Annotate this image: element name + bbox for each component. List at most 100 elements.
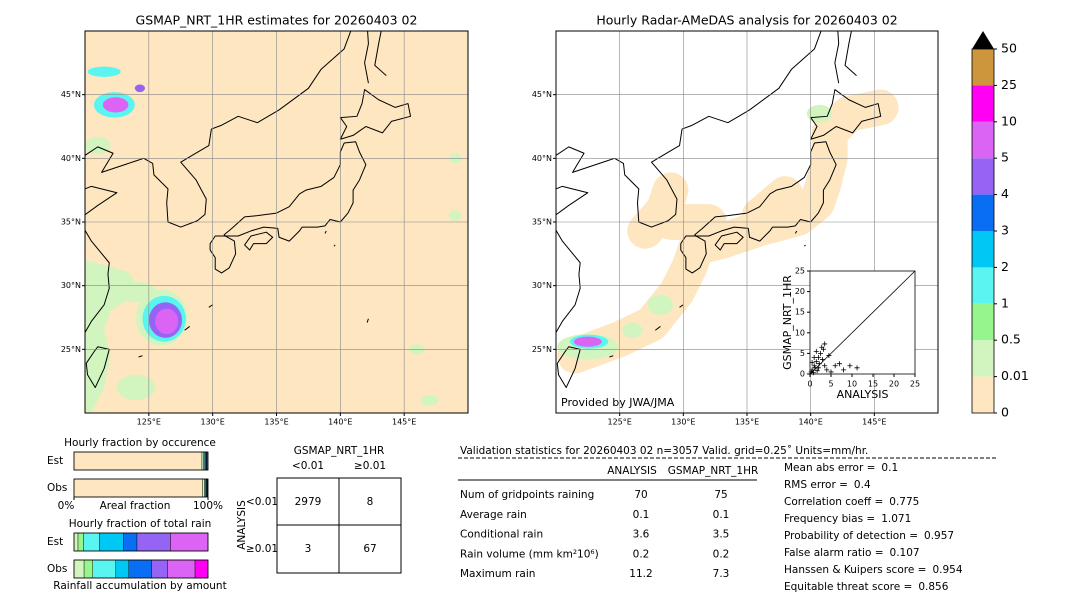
stat-value: 0.2 [633,548,650,560]
scatter-point [836,361,842,367]
y-axis-label: GSMAP_NRT_1HR [781,275,794,370]
x-tick-label: 20 [889,380,899,389]
scatter-point [820,357,826,363]
column-label: ≥0.01 [354,460,386,472]
stat-value: 0.2 [713,548,730,560]
precip [85,25,462,413]
stat-label: Rain volume (mm km²10⁶) [460,548,599,560]
stat-label: Maximum rain [460,568,535,580]
score-label: Probability of detection = [784,530,918,542]
x-tick-label: 145°E [862,418,886,427]
scatter-point [854,365,860,371]
bar-segment [170,532,209,552]
y-tick-label: 40°N [532,154,552,163]
stat-value: 0.1 [713,509,730,521]
bar-segment [83,532,100,552]
colorbar-label: 4 [1001,186,1009,201]
x-tick-label: 130°E [201,418,225,427]
scatter-point [847,363,853,369]
scatter-point [832,363,838,369]
bar-segment [92,559,116,579]
bar-segment [73,559,85,579]
table-cell: 8 [367,496,374,508]
scatter-point [813,348,819,354]
scatter-point [824,367,830,373]
x-tick-label: 10 [847,380,857,389]
precip [486,25,899,388]
scatter-point [809,367,815,373]
colorbar-label: 3 [1001,223,1009,238]
scatter-point [815,355,821,361]
score-value: 0.856 [918,581,948,593]
x-tick-label: 135°E [264,418,288,427]
stats-header: Validation statistics for 20260403 02 n=… [460,445,868,457]
bar-segment [115,559,129,579]
left-map: 125°E 130°E 135°E 140°E 145°E 25°N 30°N 35°N 40°… [61,13,469,427]
row-label: Obs [47,482,67,494]
y-tick-label: 45°N [61,90,81,99]
colorbar-segment [972,267,994,304]
y-tick-label: 25°N [532,345,552,354]
score: Equitable threat score = 0.856 [784,581,949,593]
x-tick-label: 5 [828,380,833,389]
score-label: Mean abs error = [784,462,875,474]
column-label: <0.01 [292,460,324,472]
stat-value: 3.6 [633,529,650,541]
score: Frequency bias = 1.071 [784,513,911,525]
bar-segment [123,532,138,552]
colorbar-segment [972,121,994,159]
panel-title: Hourly fraction of total rain [69,518,212,530]
colorbar-segment [972,231,994,268]
colorbar-segment [972,85,994,122]
colorbar-segment [972,49,994,86]
bar-segment [73,532,79,552]
row-label: <0.01 [246,496,278,508]
score: Mean abs error = 0.1 [784,462,898,474]
scatter-point [810,370,816,376]
bar-segment [73,478,203,498]
score-value: 1.071 [881,513,911,525]
x-tick-label: 125°E [608,418,632,427]
y-tick-label: 35°N [61,218,81,227]
colorbar-label: 50 [1001,41,1017,56]
colorbar-label: 5 [1001,150,1009,165]
score-label: Hanssen & Kuipers score = [784,564,926,576]
table-cell: 2979 [295,496,322,508]
y-tick-label: 25 [795,267,805,276]
scatter-point [814,368,820,374]
bar-segment [99,532,124,552]
score-value: 0.775 [889,496,919,508]
bar-segment [201,451,204,471]
x-tick-label: 125°E [137,418,161,427]
bar-frame [73,451,209,471]
score-label: Equitable threat score = [784,581,912,593]
score-value: 0.1 [881,462,898,474]
scatter-point [813,359,819,365]
colorbar-segment [972,340,994,377]
y-tick-label: 30°N [532,281,552,290]
stat-value: 3.5 [713,529,730,541]
stat-label: Average rain [460,509,527,521]
bar-segment [73,451,203,471]
bar-segment [83,559,93,579]
scatter-point [815,365,821,371]
x-axis-label: ANALYSIS [837,388,889,401]
score: RMS error = 0.4 [784,479,871,491]
bar-segment [167,559,196,579]
bar-frame [73,532,209,552]
stat-value: 70 [634,489,647,501]
scatter-point [818,350,823,356]
score-value: 0.954 [932,564,962,576]
row-label: Obs [47,563,67,575]
score-label: RMS error = [784,479,848,491]
colorbar-label: 0.01 [1001,368,1029,383]
row-label: ≥0.01 [246,543,278,555]
table-title: GSMAP_NRT_1HR [294,445,385,457]
score: Hanssen & Kuipers score = 0.954 [784,564,963,576]
stat-value: 75 [714,489,727,501]
diagonal [809,270,916,375]
scatter-point [841,367,847,373]
colorbar-segment [972,158,994,195]
scatter-point [822,363,828,369]
credit: Provided by JWA/JMA [561,396,675,409]
